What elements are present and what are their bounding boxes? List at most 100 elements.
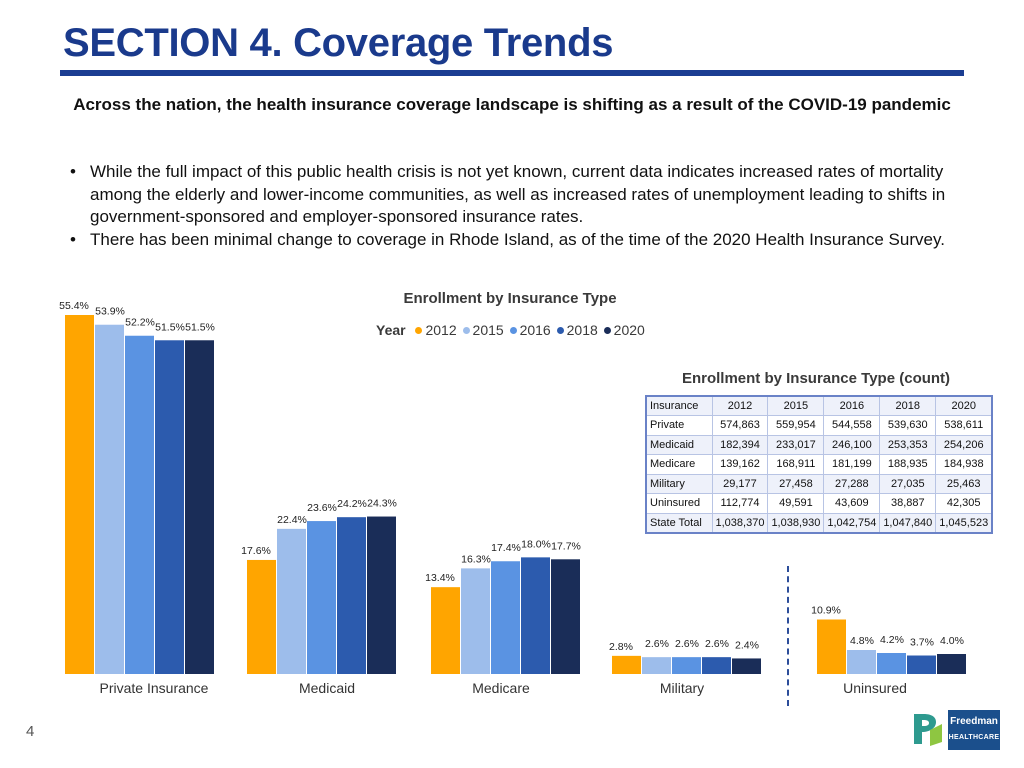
- legend-label: 2012: [425, 322, 457, 338]
- category-label: Medicaid: [299, 680, 355, 696]
- bar-2012: [247, 559, 276, 674]
- table-cell: 254,206: [935, 434, 993, 455]
- table-header-cell: Insurance: [645, 395, 713, 416]
- bar-2020: [367, 516, 396, 674]
- bar-2018: [521, 557, 550, 674]
- data-label: 2.6%: [645, 638, 669, 650]
- table-cell: 29,177: [711, 473, 769, 494]
- table-cell: 538,611: [935, 415, 993, 436]
- legend-item-2020: 2020: [603, 322, 645, 338]
- table-cell: 182,394: [711, 434, 769, 455]
- table-cell: 188,935: [879, 454, 937, 475]
- bar-2016: [491, 561, 520, 674]
- bar-2016: [125, 335, 154, 674]
- logo-name: Freedman: [950, 716, 998, 727]
- table-cell: 559,954: [767, 415, 825, 436]
- legend-item-2015: 2015: [462, 322, 504, 338]
- legend-swatch: [415, 327, 423, 334]
- data-label: 17.6%: [241, 545, 271, 557]
- table-header-row: Insurance 2012 2015 2016 2018 2020: [645, 395, 993, 416]
- bar-2020: [937, 654, 966, 674]
- table-cell: 139,162: [711, 454, 769, 475]
- data-label: 10.9%: [811, 605, 841, 617]
- legend-item-2018: 2018: [556, 322, 598, 338]
- table-cell: 25,463: [935, 473, 993, 494]
- data-label: 16.3%: [461, 553, 491, 565]
- bar-2018: [907, 655, 936, 674]
- bar-2015: [277, 528, 306, 674]
- table-cell: Medicare: [645, 454, 713, 475]
- table-row: State Total 1,038,370 1,038,930 1,042,75…: [645, 512, 993, 533]
- legend-label: 2016: [519, 322, 551, 338]
- data-label: 51.5%: [185, 321, 215, 333]
- table-cell: 1,045,523: [935, 512, 993, 533]
- data-label: 2.6%: [705, 638, 729, 650]
- data-label: 51.5%: [155, 321, 185, 333]
- legend-swatch: [556, 327, 564, 334]
- legend-label: 2020: [613, 322, 645, 338]
- table-cell: 1,038,370: [711, 512, 769, 533]
- bar-2018: [337, 517, 366, 674]
- table-cell: 42,305: [935, 493, 993, 514]
- table-cell: Uninsured: [645, 493, 713, 514]
- category-label: Private Insurance: [100, 680, 209, 696]
- table-title: Enrollment by Insurance Type (count): [681, 370, 951, 387]
- page-title: SECTION 4. Coverage Trends: [63, 21, 614, 65]
- chart-title: Enrollment by Insurance Type: [403, 290, 617, 307]
- bar-2015: [95, 324, 124, 674]
- table-cell: Medicaid: [645, 434, 713, 455]
- table-cell: 43,609: [823, 493, 881, 514]
- bar-2018: [155, 340, 184, 674]
- bar-2015: [642, 657, 671, 674]
- category-label: Uninsured: [843, 680, 907, 696]
- data-label: 4.8%: [850, 635, 874, 647]
- table-cell: 184,938: [935, 454, 993, 475]
- bar-2012: [431, 587, 460, 674]
- table-cell: 233,017: [767, 434, 825, 455]
- bar-2012: [817, 619, 846, 674]
- table-cell: 38,887: [879, 493, 937, 514]
- bar-2012: [612, 655, 641, 674]
- data-label: 4.0%: [940, 635, 964, 647]
- table-header-cell: 2016: [823, 395, 881, 416]
- bar-2016: [672, 657, 701, 674]
- data-label: 55.4%: [59, 300, 89, 312]
- table-row: Private 574,863 559,954 544,558 539,630 …: [645, 415, 993, 436]
- legend-item-2016: 2016: [509, 322, 551, 338]
- legend-title: Year: [376, 322, 406, 338]
- legend-swatch: [509, 327, 517, 334]
- table-row: Medicaid 182,394 233,017 246,100 253,353…: [645, 434, 993, 455]
- bar-2015: [461, 568, 490, 674]
- table-cell: 168,911: [767, 454, 825, 475]
- table-cell: 574,863: [711, 415, 769, 436]
- bullet-item: While the full impact of this public hea…: [68, 161, 968, 229]
- data-label: 22.4%: [277, 514, 307, 526]
- bar-2016: [877, 653, 906, 674]
- data-label: 52.2%: [125, 317, 155, 329]
- table-cell: 1,042,754: [823, 512, 881, 533]
- table-cell: State Total: [645, 512, 713, 533]
- data-label: 23.6%: [307, 502, 337, 514]
- table-cell: 49,591: [767, 493, 825, 514]
- logo-mark-icon: [914, 714, 942, 746]
- bar-2020: [732, 658, 761, 674]
- table-row: Medicare 139,162 168,911 181,199 188,935…: [645, 454, 993, 475]
- page-number: 4: [26, 723, 35, 740]
- table-cell: 1,038,930: [767, 512, 825, 533]
- data-label: 18.0%: [521, 538, 551, 550]
- data-label: 2.4%: [735, 639, 759, 651]
- table-header-cell: 2020: [935, 395, 993, 416]
- bar-2016: [307, 521, 336, 674]
- table-header-cell: 2018: [879, 395, 937, 416]
- table-cell: 1,047,840: [879, 512, 937, 533]
- bar-2015: [847, 650, 876, 674]
- legend-swatch: [462, 327, 470, 334]
- table-header-cell: 2015: [767, 395, 825, 416]
- table-cell: 544,558: [823, 415, 881, 436]
- freedman-healthcare-logo: Freedman HEALTHCARE: [910, 710, 1000, 754]
- category-label: Medicare: [472, 680, 530, 696]
- data-label: 2.8%: [609, 641, 633, 653]
- data-label: 13.4%: [425, 572, 455, 584]
- bar-2020: [551, 559, 580, 674]
